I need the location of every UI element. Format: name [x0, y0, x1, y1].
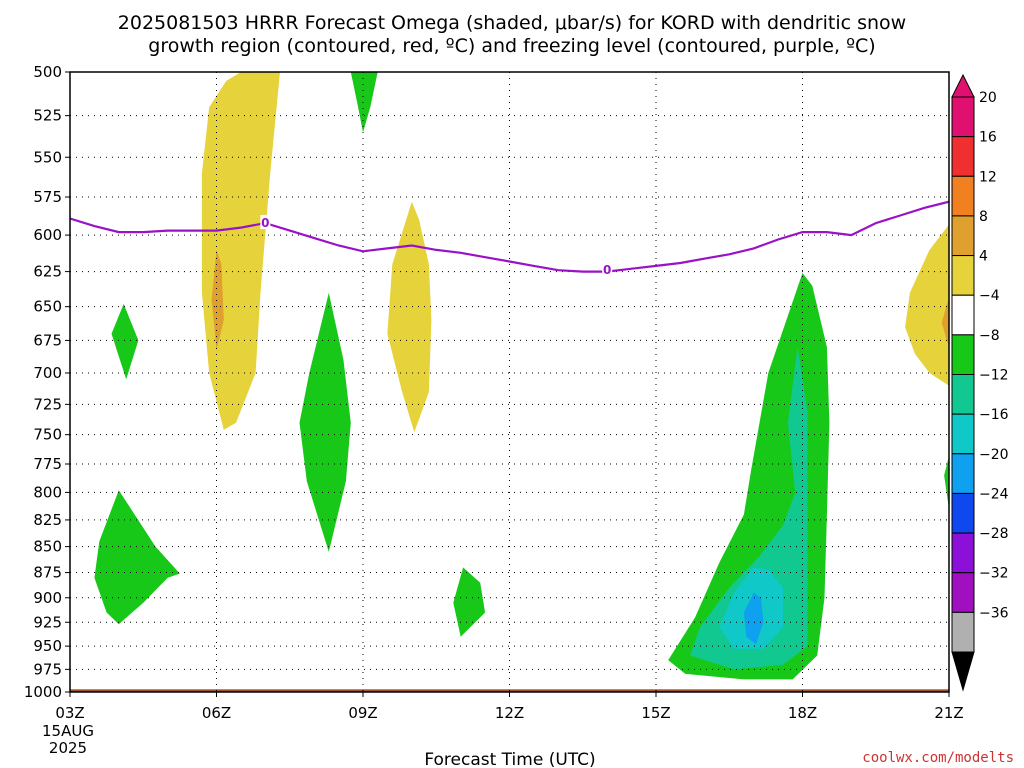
- colorbar-swatch: [951, 96, 975, 138]
- shaded-region-green-09z-top: [350, 72, 378, 133]
- y-tick-label-925: 925: [33, 613, 62, 631]
- colorbar-label: −28: [979, 526, 1009, 542]
- y-tick-label-800: 800: [33, 483, 62, 501]
- shaded-region-green-04z-low: [94, 490, 180, 625]
- y-tick-label-975: 975: [33, 660, 62, 678]
- colorbar-swatch: [951, 175, 975, 217]
- y-tick-label-650: 650: [33, 298, 62, 316]
- shaded-region-blue-17z-core: [743, 592, 764, 645]
- x-tick-label-15Z: 15Z: [641, 704, 670, 722]
- y-tick-label-1000: 1000: [24, 683, 62, 701]
- y-tick-label-775: 775: [33, 455, 62, 473]
- colorbar-label: −36: [979, 605, 1009, 621]
- chart-title-line-2: growth region (contoured, red, ºC) and f…: [148, 35, 875, 57]
- colorbar-swatch: [951, 413, 975, 455]
- x-tick-label-12Z: 12Z: [495, 704, 524, 722]
- y-tick-label-950: 950: [33, 637, 62, 655]
- x-tick-label-21Z: 21Z: [934, 704, 963, 722]
- colorbar-swatch: [951, 255, 975, 296]
- omega-colorbar: 20 16 12 8 4 −4 −8 −12 −16 −20 −24 −28 −32 −36: [951, 73, 1009, 692]
- colorbar-label: −8: [979, 328, 1000, 344]
- colorbar-under-arrow: [951, 651, 975, 692]
- shaded-region-orange-right-edge-21z: [941, 297, 949, 347]
- colorbar-swatch: [951, 215, 975, 257]
- colorbar-swatch: [951, 334, 975, 376]
- y-tick-label-675: 675: [33, 331, 62, 349]
- freezing-level-label-bg: [602, 262, 613, 277]
- chart-title-line-1: 2025081503 HRRR Forecast Omega (shaded, …: [118, 12, 906, 34]
- shaded-region-yellow-right-edge-21z: [905, 224, 949, 386]
- y-tick-label-850: 850: [33, 538, 62, 556]
- y-tick-label-500: 500: [33, 63, 62, 81]
- x-tick-label-06Z: 06Z: [202, 704, 231, 722]
- colorbar-label: 4: [979, 249, 988, 265]
- pressure-axis: 500 525 550 575 600 625 650 675 700 725 750 775 800 8…: [24, 63, 70, 701]
- x-axis-label: Forecast Time (UTC): [424, 750, 595, 768]
- y-tick-label-525: 525: [33, 107, 62, 125]
- source-credit: coolwx.com/modelts: [862, 750, 1014, 766]
- freezing-level-contour: [70, 200, 949, 273]
- plot-content: 00: [70, 72, 949, 692]
- shaded-region-yellow-plume-10z: [387, 201, 432, 433]
- x-tick-sublabel-date: 15AUG: [42, 722, 94, 740]
- x-tick-label-09Z: 09Z: [348, 704, 377, 722]
- shaded-region-green-21z-edge: [944, 455, 949, 509]
- y-tick-label-725: 725: [33, 395, 62, 413]
- freezing-level-label-bg: [260, 215, 271, 230]
- colorbar-swatch: [951, 492, 975, 534]
- colorbar-swatch: [951, 294, 975, 336]
- shaded-region-yellow-plume-06z: [201, 72, 280, 430]
- plot-area: 00: [69, 71, 950, 693]
- colorbar-label: −20: [979, 447, 1009, 463]
- x-tick-label-03Z: 03Z: [55, 704, 84, 722]
- y-tick-label-900: 900: [33, 589, 62, 607]
- colorbar-swatch: [951, 532, 975, 574]
- colorbar-swatch: [951, 611, 975, 653]
- colorbar-swatch: [951, 453, 975, 494]
- colorbar-swatch: [951, 572, 975, 613]
- colorbar-swatch: [951, 136, 975, 177]
- shaded-region-green-04z-small: [111, 303, 139, 380]
- colorbar-label: −16: [979, 407, 1009, 423]
- colorbar-label: 16: [979, 130, 997, 146]
- x-tick-label-18Z: 18Z: [788, 704, 817, 722]
- freezing-level-label: 0: [603, 263, 611, 277]
- y-tick-label-825: 825: [33, 511, 62, 529]
- colorbar-over-arrow: [951, 73, 975, 98]
- y-tick-label-550: 550: [33, 148, 62, 166]
- colorbar-label: −32: [979, 566, 1009, 582]
- y-tick-label-575: 575: [33, 188, 62, 206]
- freezing-level-label: 0: [261, 216, 269, 230]
- colorbar-label: −12: [979, 368, 1009, 384]
- shaded-region-orange-core-06z: [211, 249, 224, 350]
- shaded-region-green-08z: [299, 292, 351, 552]
- y-tick-label-700: 700: [33, 364, 62, 382]
- shaded-region-green-11z: [453, 567, 486, 637]
- colorbar-label: −4: [979, 288, 1000, 304]
- y-tick-label-750: 750: [33, 426, 62, 444]
- y-tick-label-600: 600: [33, 226, 62, 244]
- colorbar-label: 8: [979, 209, 988, 225]
- y-tick-label-625: 625: [33, 263, 62, 281]
- colorbar-label: −24: [979, 486, 1009, 502]
- colorbar-label: 12: [979, 169, 997, 185]
- x-tick-sublabel-year: 2025: [49, 739, 87, 757]
- y-tick-label-875: 875: [33, 564, 62, 582]
- colorbar-label: 20: [979, 90, 997, 106]
- colorbar-swatch: [951, 374, 975, 415]
